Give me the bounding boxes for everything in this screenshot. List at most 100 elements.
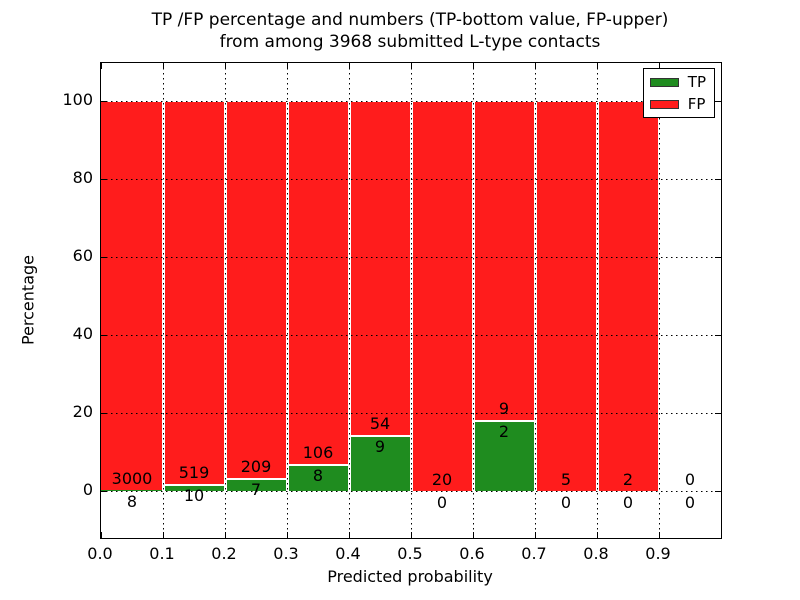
gridline-vertical [534,63,536,538]
bar-segment-tp [287,464,349,491]
x-tick-mark [162,532,164,538]
bar-label-tp: 0 [560,493,572,512]
bar-segment-fp [349,101,411,491]
bar-segment-fp [287,101,349,491]
x-tick-mark [286,532,288,538]
bar-segment-fp [597,101,659,491]
bar-segment-fp [535,101,597,491]
bar-label-tp: 2 [498,422,510,442]
x-tick-mark [410,532,412,538]
x-tick-mark [658,532,660,538]
bar-label-tp: 8 [312,465,324,485]
bar-label-fp: 54 [369,414,391,434]
bar-label-tp: 8 [126,491,138,511]
y-tick-mark-right [715,256,721,258]
y-tick-label: 20 [72,402,93,421]
bar-label-fp: 209 [240,457,272,477]
gridline-horizontal [101,412,721,414]
y-tick-mark [101,412,107,414]
gridline-vertical [348,63,350,538]
gridline-vertical [162,63,164,538]
gridline-horizontal [101,256,721,258]
gridline-vertical [224,63,226,538]
gridline-horizontal [101,100,721,102]
bar-label-tp: 0 [684,493,696,512]
x-tick-label: 0.9 [645,544,671,563]
x-tick-label: 0.7 [521,544,547,563]
x-tick-label: 0.5 [397,544,423,563]
bar-label-fp: 0 [684,470,696,489]
bar-label-fp: 9 [498,399,510,419]
x-tick-mark [348,532,350,538]
x-tick-mark [100,532,102,538]
legend: TP FP [642,68,715,118]
x-tick-mark-top [410,63,412,69]
x-tick-label: 0.2 [211,544,237,563]
gridline-vertical [410,63,412,538]
x-tick-mark [224,532,226,538]
x-tick-mark-top [534,63,536,69]
bar-label-fp: 3000 [111,468,153,488]
legend-label: TP [687,73,706,91]
bar-segment-tp [225,478,287,491]
chart-title-line2: from among 3968 submitted L-type contact… [219,32,601,52]
legend-label: FP [687,95,706,113]
gridline-horizontal [101,490,721,492]
x-tick-mark [596,532,598,538]
x-tick-mark-top [286,63,288,69]
y-axis-label: Percentage [18,254,38,346]
y-tick-mark-right [715,100,721,102]
bar-label-tp: 9 [374,437,386,457]
bar-label-fp: 106 [302,442,334,462]
bar-label-fp: 5 [560,470,572,489]
y-tick-mark [101,256,107,258]
x-tick-label: 0.6 [459,544,485,563]
legend-item-tp: TP [649,73,706,91]
x-tick-label: 0.1 [149,544,175,563]
y-tick-label: 80 [72,168,93,187]
bar-segment-fp [163,101,225,491]
x-tick-mark [472,532,474,538]
gridline-horizontal [101,334,721,336]
y-tick-label: 60 [72,246,93,265]
bar-label-tp: 0 [436,493,448,512]
x-tick-mark-top [596,63,598,69]
x-tick-label: 0.8 [583,544,609,563]
x-tick-mark-top [348,63,350,69]
y-tick-mark-right [715,490,721,492]
x-tick-mark-top [472,63,474,69]
y-tick-mark [101,100,107,102]
x-tick-mark-top [224,63,226,69]
chart-title-line1: TP /FP percentage and numbers (TP-bottom… [151,10,669,30]
y-tick-mark [101,178,107,180]
bar-segment-fp [225,101,287,491]
y-tick-mark [101,490,107,492]
legend-item-fp: FP [649,95,706,113]
fp-color-swatch [649,99,679,109]
bar-segment-fp [411,101,473,491]
x-tick-mark-top [162,63,164,69]
x-tick-label: 0.4 [335,544,361,563]
y-tick-mark-right [715,178,721,180]
y-tick-label: 40 [72,324,93,343]
bar-segment-tp [163,484,225,491]
tp-color-swatch [649,77,679,87]
gridline-horizontal [101,178,721,180]
chart-title: TP /FP percentage and numbers (TP-bottom… [100,9,720,53]
x-tick-label: 0.0 [87,544,113,563]
x-tick-mark [534,532,536,538]
y-tick-label: 0 [82,480,93,499]
bar-label-fp: 519 [178,462,210,482]
bar-segment-tp [473,420,535,491]
bar-label-tp: 10 [183,485,205,505]
gridline-vertical [658,63,660,538]
y-tick-label: 100 [62,90,93,109]
x-axis-label: Predicted probability [327,567,493,586]
y-tick-mark-right [715,334,721,336]
bar-label-tp: 0 [622,493,634,512]
bar-label-fp: 2 [622,470,634,489]
bar-label-fp: 20 [431,470,453,489]
gridline-vertical [286,63,288,538]
bar-segment-fp [101,101,163,491]
